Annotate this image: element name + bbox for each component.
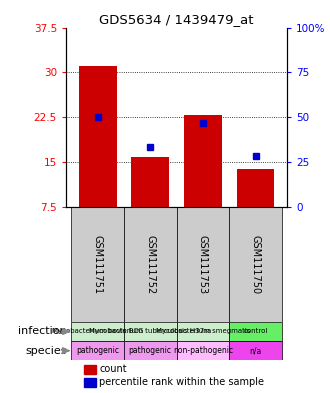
Text: n/a: n/a: [249, 346, 262, 355]
Bar: [124, 322, 177, 341]
Bar: [229, 207, 282, 322]
Bar: [84, 378, 96, 387]
Bar: [177, 207, 229, 322]
Text: GSM111751: GSM111751: [93, 235, 103, 294]
Text: non-pathogenic: non-pathogenic: [173, 346, 233, 355]
Text: GSM111753: GSM111753: [198, 235, 208, 294]
Text: species: species: [25, 346, 67, 356]
Text: pathogenic: pathogenic: [129, 346, 172, 355]
Text: infection: infection: [18, 327, 67, 336]
Text: GSM111752: GSM111752: [145, 235, 155, 294]
Bar: [131, 157, 169, 207]
Bar: [124, 207, 177, 322]
Bar: [237, 169, 275, 207]
Bar: [71, 341, 124, 360]
Bar: [229, 322, 282, 341]
Bar: [71, 207, 124, 322]
Bar: [84, 365, 96, 374]
Text: Mycobacterium bovis BCG: Mycobacterium bovis BCG: [52, 329, 143, 334]
Bar: [79, 66, 116, 207]
Text: pathogenic: pathogenic: [76, 346, 119, 355]
Bar: [184, 115, 222, 207]
Text: control: control: [243, 329, 268, 334]
Bar: [177, 341, 229, 360]
Bar: [229, 341, 282, 360]
Bar: [177, 322, 229, 341]
Text: Mycobacterium smegmatis: Mycobacterium smegmatis: [156, 329, 250, 334]
Text: percentile rank within the sample: percentile rank within the sample: [99, 377, 264, 387]
Text: count: count: [99, 364, 127, 375]
Text: Mycobacterium tuberculosis H37ra: Mycobacterium tuberculosis H37ra: [89, 329, 211, 334]
Bar: [71, 322, 124, 341]
Bar: [124, 341, 177, 360]
Text: GSM111750: GSM111750: [250, 235, 260, 294]
Title: GDS5634 / 1439479_at: GDS5634 / 1439479_at: [99, 13, 254, 26]
